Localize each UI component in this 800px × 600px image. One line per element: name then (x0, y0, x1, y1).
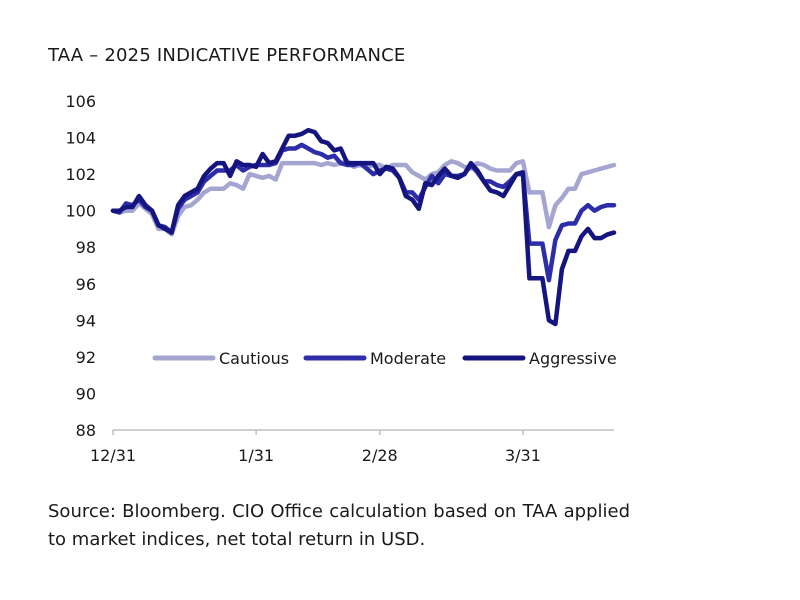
x-tick-label: 2/28 (362, 446, 398, 465)
series-lines (110, 127, 617, 327)
legend-label-cautious: Cautious (219, 349, 289, 368)
y-tick-label: 98 (76, 238, 96, 257)
y-axis: 88 90 92 94 96 98 100 102 104 106 (65, 92, 96, 440)
y-tick-label: 92 (76, 348, 96, 367)
x-axis: 12/31 1/31 2/28 3/31 (90, 429, 614, 465)
series-line-moderate (110, 142, 617, 283)
x-tick-label: 12/31 (90, 446, 136, 465)
y-tick-label: 102 (65, 165, 96, 184)
x-tick-label: 3/31 (505, 446, 541, 465)
x-tick-label: 1/31 (238, 446, 274, 465)
y-tick-label: 88 (76, 421, 96, 440)
y-tick-label: 90 (76, 384, 96, 403)
legend-label-moderate: Moderate (370, 349, 446, 368)
y-tick-label: 106 (65, 92, 96, 111)
series-line-aggressive (110, 127, 617, 327)
y-tick-label: 100 (65, 202, 96, 221)
y-tick-label: 94 (76, 311, 96, 330)
chart-title: TAA – 2025 INDICATIVE PERFORMANCE (48, 45, 406, 66)
source-note: Source: Bloomberg. CIO Office calculatio… (48, 501, 630, 550)
legend-label-aggressive: Aggressive (529, 349, 617, 368)
y-tick-label: 104 (65, 129, 96, 148)
legend: Cautious Moderate Aggressive (152, 349, 617, 368)
y-tick-label: 96 (76, 275, 96, 294)
